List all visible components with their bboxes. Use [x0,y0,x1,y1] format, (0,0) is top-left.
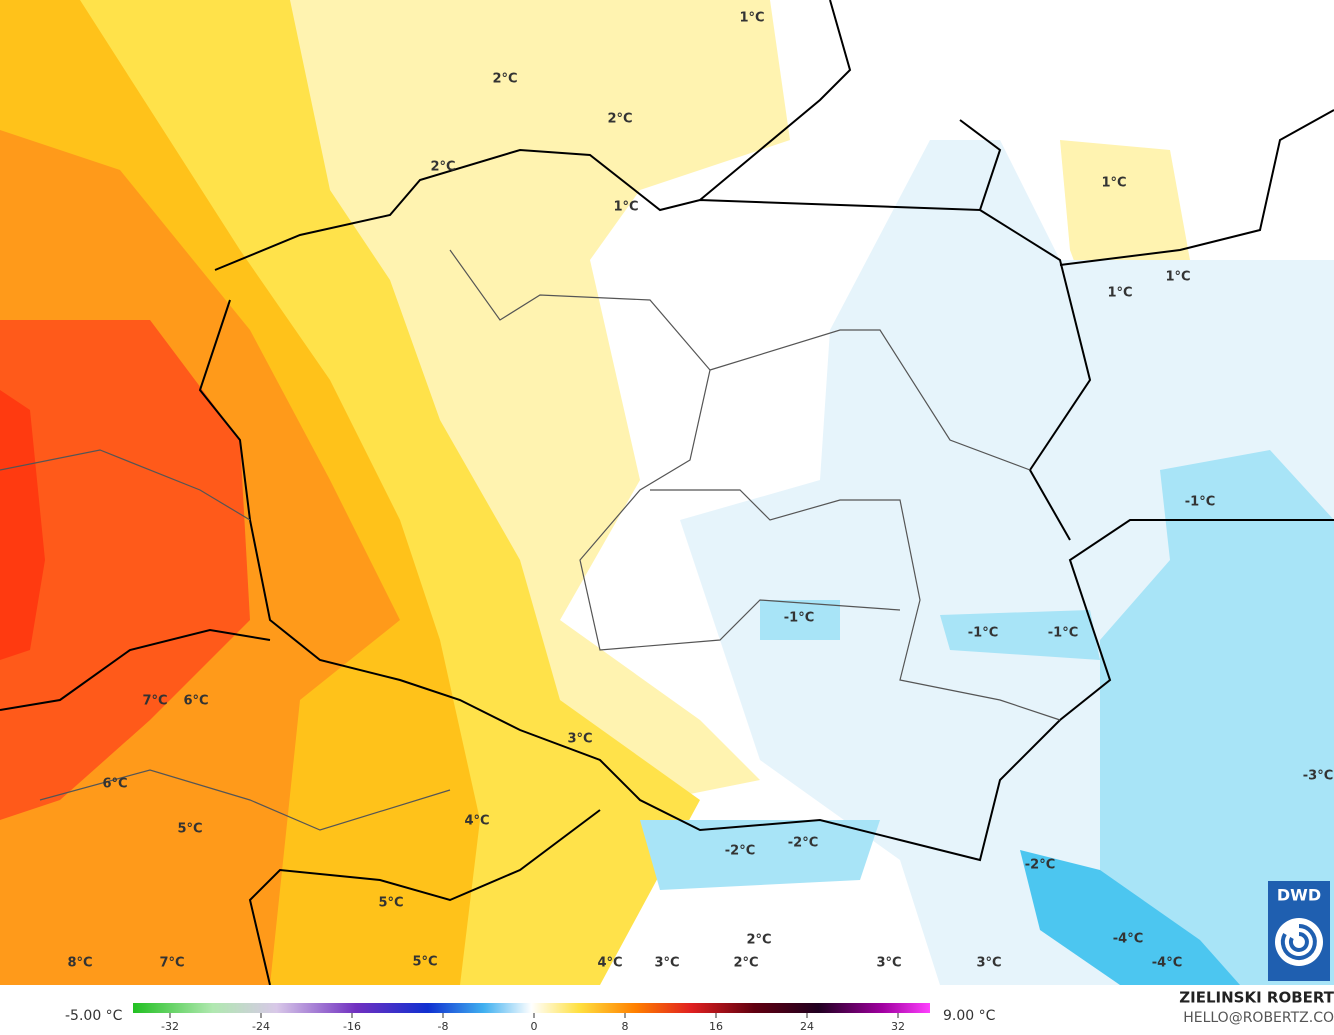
colorbar-tick-label: -8 [438,1020,449,1033]
temperature-field [0,0,1334,985]
temperature-label: -2°C [725,844,755,859]
temperature-label: 1°C [613,200,638,215]
colorbar-tick-label: 24 [800,1020,814,1033]
temperature-label: 2°C [746,933,771,948]
temperature-label: -3°C [1303,769,1333,784]
colorbar-tick-label: -16 [343,1020,361,1033]
temperature-label: 1°C [739,11,764,26]
temperature-label: 5°C [378,896,403,911]
temperature-label: -2°C [1025,858,1055,873]
borders [0,0,1334,986]
temperature-label: 1°C [1107,286,1132,301]
temperature-label: 4°C [597,956,622,971]
temperature-label: 2°C [492,72,517,87]
colorbar-tick-label: 8 [622,1020,629,1033]
temperature-label: 1°C [1165,270,1190,285]
colorbar-max: 9.00 °C [943,1008,996,1024]
temperature-label: 3°C [876,956,901,971]
temperature-label: 3°C [567,732,592,747]
temperature-label: -4°C [1113,932,1143,947]
colorbar-tick-label: -24 [252,1020,270,1033]
colorbar-ticks: -32 -24 -16 -8 0 8 16 24 32 [161,1013,905,1033]
colorbar-tick-label: 16 [709,1020,723,1033]
colorbar-min: -5.00 °C [65,1008,123,1024]
temperature-label: -1°C [1185,495,1215,510]
temperature-label: 2°C [430,160,455,175]
temperature-label: 1°C [1101,176,1126,191]
temperature-label: 4°C [464,814,489,829]
colorbar-tick-label: -32 [161,1020,179,1033]
author: ZIELINSKI ROBERT [1179,989,1334,1007]
temperature-label: 2°C [733,956,758,971]
colorbar-tick-label: 32 [891,1020,905,1033]
temperature-label: -1°C [1048,626,1078,641]
temperature-label: 2°C [607,112,632,127]
temperature-label: 6°C [183,694,208,709]
colorbar [133,1003,930,1013]
dwd-logo: DWD [1268,881,1330,981]
region-borders [0,249,1061,831]
colorbar-tick-label: 0 [531,1020,538,1033]
temperature-label: 5°C [412,955,437,970]
temperature-label: 3°C [654,956,679,971]
temperature-labels: 1°C 2°C 2°C 2°C 1°C 1°C 1°C 1°C -1°C -1°C -1°C -1°C… [67,11,1333,971]
temperature-label: -2°C [788,836,818,851]
temperature-label: 5°C [177,822,202,837]
temperature-label: 8°C [67,956,92,971]
temperature-label: 7°C [142,694,167,709]
temperature-label: 3°C [976,956,1001,971]
temperature-label: 7°C [159,956,184,971]
email: HELLO@ROBERTZ.CO [1183,1010,1334,1026]
temperature-label: -1°C [968,626,998,641]
temperature-label: -4°C [1152,956,1182,971]
logo-text: DWD [1277,886,1321,905]
temperature-label: 6°C [102,777,127,792]
temperature-label: -1°C [784,611,814,626]
